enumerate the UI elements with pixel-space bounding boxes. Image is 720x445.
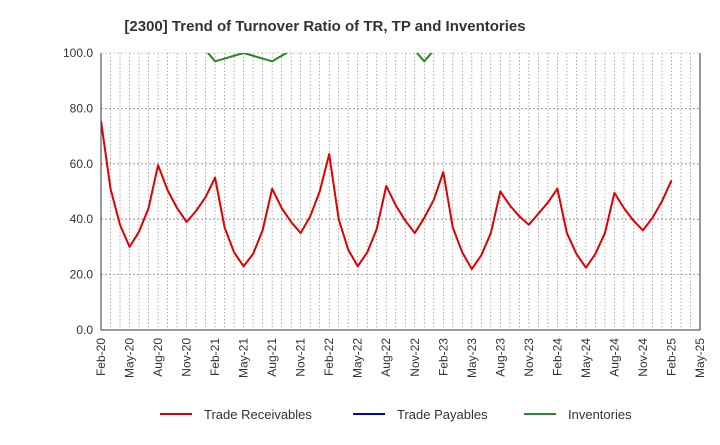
- tick-labels: 0.0 20.0 40.0 60.0 80.0 100.0 Feb-20 May-20 Aug-…: [63, 46, 707, 378]
- legend-label: Inventories: [568, 407, 632, 422]
- series-line-trade-receivables: [101, 120, 673, 271]
- legend: Trade Receivables Trade Payables Inventori…: [160, 407, 632, 422]
- x-tick-label: May-24: [579, 338, 593, 378]
- x-tick-label: May-22: [351, 338, 365, 378]
- series-line-inventories: [415, 53, 433, 63]
- x-tick-label: Aug-20: [151, 338, 165, 377]
- x-tick-label: Feb-24: [550, 338, 564, 376]
- x-tick-label: Aug-22: [379, 338, 393, 377]
- x-tick-label: May-25: [693, 338, 707, 378]
- x-tick-label: Aug-21: [265, 338, 279, 377]
- series-layer: [101, 53, 673, 271]
- chart-title: [2300] Trend of Turnover Ratio of TR, TP…: [124, 18, 525, 35]
- x-tick-label: Nov-24: [636, 338, 650, 377]
- x-tick-label: May-21: [237, 338, 251, 378]
- y-tick-label: 80.0: [70, 101, 94, 115]
- x-tick-label: Feb-21: [208, 338, 222, 376]
- x-tick-label: Feb-22: [322, 338, 336, 376]
- x-tick-label: Aug-24: [607, 338, 621, 377]
- y-tick-label: 20.0: [70, 268, 94, 282]
- x-tick-label: Aug-23: [493, 338, 507, 377]
- series-line-inventories: [206, 53, 289, 63]
- x-tick-label: May-20: [123, 338, 137, 378]
- x-tick-label: Feb-20: [94, 338, 108, 376]
- x-tick-label: May-23: [465, 338, 479, 378]
- axes: [100, 52, 701, 331]
- x-tick-label: Nov-22: [408, 338, 422, 377]
- y-tick-label: 60.0: [70, 157, 94, 171]
- legend-label: Trade Receivables: [204, 407, 312, 422]
- x-tick-label: Nov-23: [522, 338, 536, 377]
- x-tick-label: Feb-23: [436, 338, 450, 376]
- x-tick-label: Nov-21: [294, 338, 308, 377]
- y-tick-label: 100.0: [63, 46, 93, 60]
- grid: [101, 53, 700, 330]
- y-tick-label: 40.0: [70, 212, 94, 226]
- x-tick-label: Feb-25: [664, 338, 678, 376]
- legend-label: Trade Payables: [397, 407, 488, 422]
- y-tick-label: 0.0: [76, 323, 93, 337]
- x-tick-label: Nov-20: [180, 338, 194, 377]
